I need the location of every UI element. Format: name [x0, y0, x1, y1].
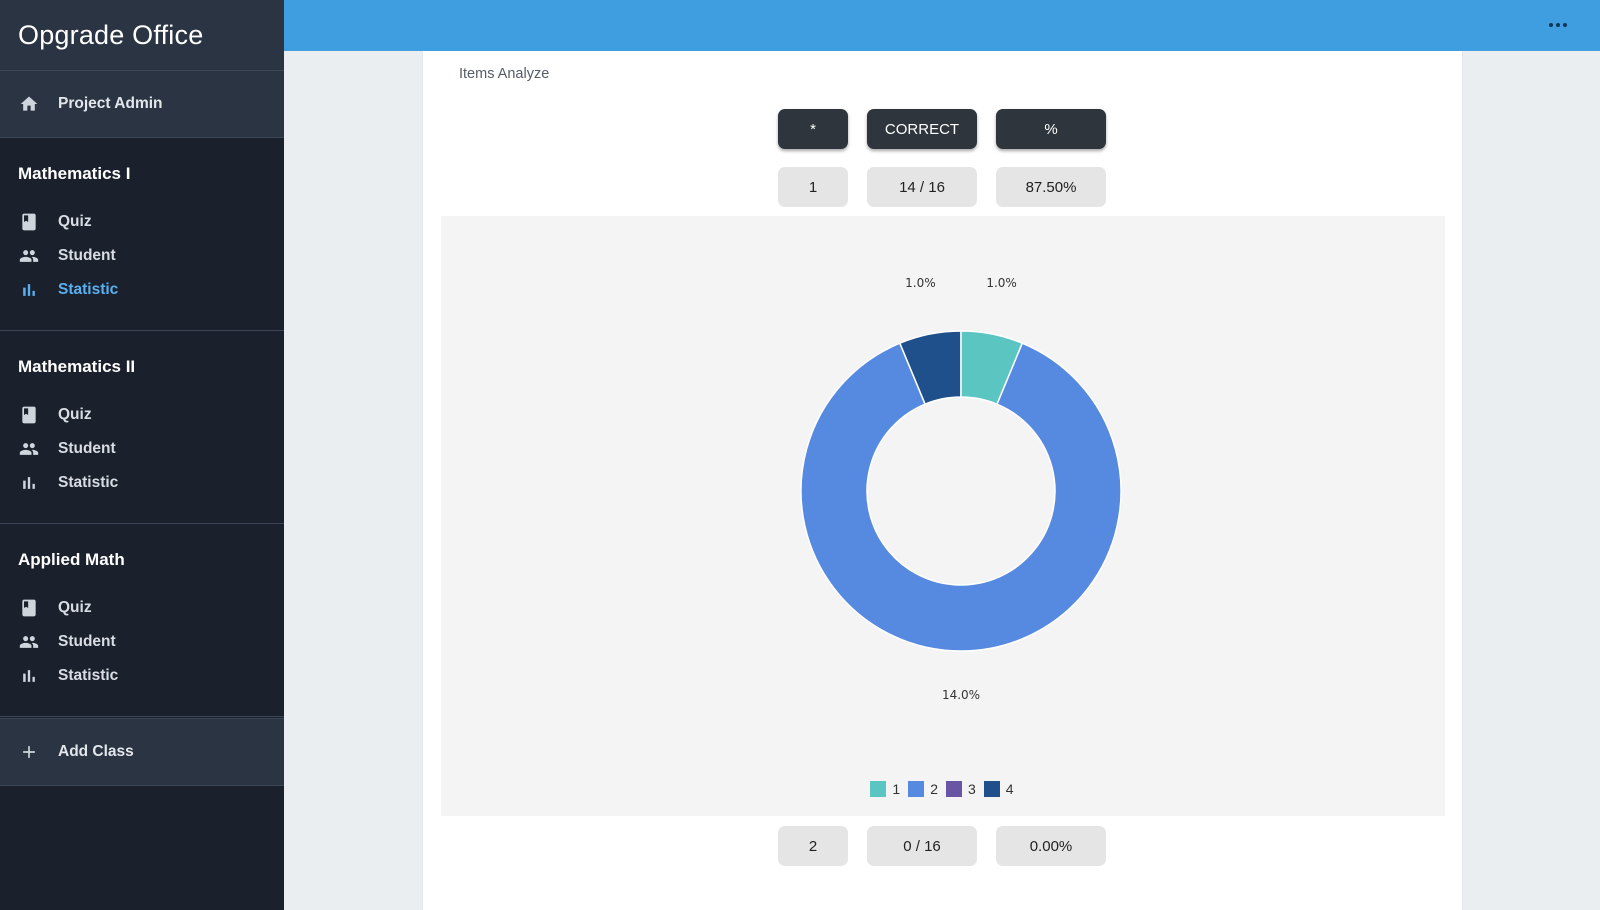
top-bar [284, 0, 1600, 51]
sidebar-item-label: Student [58, 633, 116, 650]
sidebar-item-label: Quiz [58, 599, 92, 616]
item-correct: 0 / 16 [867, 826, 977, 866]
bar-chart-icon [18, 279, 40, 301]
sidebar-item-student[interactable]: Student [0, 432, 284, 466]
card-title: Items Analyze [459, 66, 550, 82]
item-number: 2 [778, 826, 848, 866]
people-icon [18, 631, 40, 653]
legend-swatch [983, 781, 1000, 797]
bar-chart-icon [18, 472, 40, 494]
sidebar-item-label: Quiz [58, 406, 92, 423]
class-title: Mathematics II [18, 357, 136, 376]
donut-chart-svg: 1.0% 14.0% 1.0% [800, 276, 1122, 702]
legend-swatch [870, 781, 887, 797]
sidebar-item-label: Statistic [58, 474, 119, 491]
donut-chart: 1.0% 14.0% 1.0% 1 2 3 4 [441, 216, 1445, 816]
sidebar-item-label: Student [58, 440, 116, 457]
legend-item-2[interactable]: 2 [908, 781, 938, 797]
class-group-mathematics-ii: Mathematics II Quiz Student Statistic [0, 331, 284, 524]
people-icon [18, 438, 40, 460]
legend-swatch [908, 781, 925, 797]
items-analyze-card: Items Analyze * CORRECT % 1 14 / 16 87.5… [422, 51, 1463, 910]
header-row: * CORRECT % [423, 109, 1464, 149]
book-icon [18, 404, 40, 426]
header-correct-button[interactable]: CORRECT [867, 109, 977, 149]
donut-slice-2[interactable] [800, 342, 1122, 652]
app-title: Opgrade Office [18, 19, 204, 50]
add-class-button[interactable]: Add Class [0, 718, 284, 786]
header-percent-button[interactable]: % [996, 109, 1106, 149]
legend-swatch [946, 781, 962, 797]
sidebar-item-student[interactable]: Student [0, 239, 284, 273]
item-correct: 14 / 16 [867, 167, 977, 207]
book-icon [18, 597, 40, 619]
item-number: 1 [778, 167, 848, 207]
sidebar-item-quiz[interactable]: Quiz [0, 591, 284, 625]
legend-label: 1 [892, 781, 901, 797]
sidebar-item-label: Student [58, 247, 116, 264]
legend-label: 4 [1005, 781, 1014, 797]
sidebar-item-quiz[interactable]: Quiz [0, 398, 284, 432]
more-horizontal-icon[interactable] [1546, 14, 1570, 36]
brand: Opgrade Office [0, 0, 284, 71]
legend-label: 3 [968, 781, 976, 797]
sidebar-item-statistic[interactable]: Statistic [0, 273, 284, 307]
chart-legend: 1 2 3 4 [441, 781, 1445, 797]
item-row: 1 14 / 16 87.50% [423, 167, 1464, 207]
sidebar-item-project-admin[interactable]: Project Admin [0, 71, 284, 138]
legend-label: 2 [930, 781, 938, 797]
sidebar-item-statistic[interactable]: Statistic [0, 659, 284, 693]
sidebar: Opgrade Office Project Admin Mathematics… [0, 0, 284, 910]
sidebar-item-label: Quiz [58, 213, 92, 230]
slice-label-1: 1.0% [986, 276, 1017, 290]
donut-slice-1[interactable] [960, 330, 1024, 406]
class-title: Applied Math [18, 550, 125, 569]
plus-icon [18, 741, 40, 763]
item-percent: 0.00% [996, 826, 1106, 866]
book-icon [18, 211, 40, 233]
class-title: Mathematics I [18, 164, 131, 183]
class-group-mathematics-i: Mathematics I Quiz Student Statistic [0, 138, 284, 331]
legend-item-1[interactable]: 1 [870, 781, 900, 797]
slice-label-4: 1.0% [905, 276, 936, 290]
sidebar-item-statistic[interactable]: Statistic [0, 466, 284, 500]
item-row: 2 0 / 16 0.00% [423, 826, 1464, 866]
slice-label-2: 14.0% [942, 688, 980, 702]
sidebar-item-label: Statistic [58, 667, 119, 684]
sidebar-item-label: Project Admin [58, 95, 163, 112]
sidebar-item-quiz[interactable]: Quiz [0, 205, 284, 239]
sidebar-item-label: Statistic [58, 281, 119, 298]
item-percent: 87.50% [996, 167, 1106, 207]
sidebar-item-student[interactable]: Student [0, 625, 284, 659]
legend-item-3[interactable]: 3 [946, 781, 976, 797]
home-icon [18, 93, 40, 115]
people-icon [18, 245, 40, 267]
class-group-applied-math: Applied Math Quiz Student Statistic [0, 524, 284, 717]
header-item-button[interactable]: * [778, 109, 848, 149]
legend-item-4[interactable]: 4 [983, 781, 1014, 797]
bar-chart-icon [18, 665, 40, 687]
add-class-label: Add Class [58, 743, 134, 760]
